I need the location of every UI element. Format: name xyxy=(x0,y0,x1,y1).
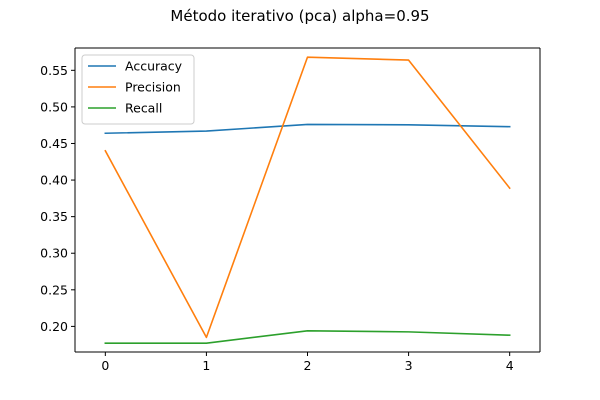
legend-label: Accuracy xyxy=(125,59,183,74)
legend-label: Recall xyxy=(125,101,162,116)
x-tick-label: 2 xyxy=(304,358,312,373)
x-axis: 0 1 2 3 4 xyxy=(101,352,514,373)
plot-frame xyxy=(74,47,541,353)
x-tick-label: 1 xyxy=(202,358,210,373)
y-tick-label: 0.45 xyxy=(40,136,68,151)
legend-label: Precision xyxy=(125,80,181,95)
legend-box xyxy=(81,54,195,125)
y-tick-label: 0.20 xyxy=(40,319,68,334)
x-tick-label: 0 xyxy=(101,358,109,373)
y-axis: 0.20 0.25 0.30 0.35 0.40 0.45 0.50 0.55 xyxy=(40,63,75,334)
y-tick-label: 0.30 xyxy=(40,246,68,261)
x-tick-label: 3 xyxy=(405,358,413,373)
y-tick-label: 0.35 xyxy=(40,209,68,224)
legend: Accuracy Precision Recall xyxy=(81,54,195,125)
y-tick-label: 0.50 xyxy=(40,99,68,114)
y-tick-label: 0.25 xyxy=(40,282,68,297)
series-line-precision xyxy=(104,56,511,339)
chart-title: Método iterativo (pca) alpha=0.95 xyxy=(170,7,429,25)
y-tick-label: 0.55 xyxy=(40,63,68,78)
series-layer xyxy=(104,56,511,345)
x-tick-label: 4 xyxy=(506,358,514,373)
series-line-accuracy xyxy=(104,123,511,135)
series-line-recall xyxy=(104,329,511,345)
y-tick-label: 0.40 xyxy=(40,173,68,188)
